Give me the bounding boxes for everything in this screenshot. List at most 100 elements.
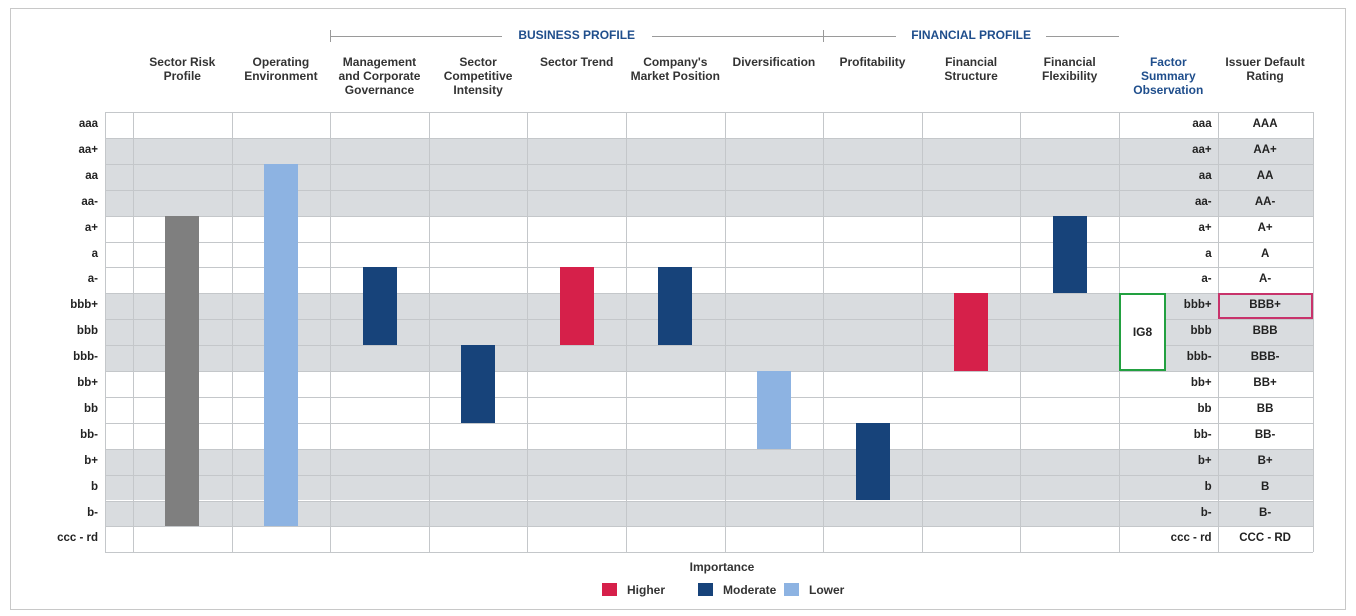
row-band bbox=[105, 345, 1313, 371]
row-label: b- bbox=[87, 506, 98, 519]
range-bar bbox=[1052, 215, 1087, 294]
row-label: bbb bbox=[1190, 325, 1212, 338]
legend-title: Importance bbox=[689, 560, 755, 574]
row-band bbox=[105, 500, 1313, 527]
range-bar bbox=[165, 215, 200, 527]
row-label: bbb- bbox=[73, 351, 98, 364]
column-line bbox=[231, 112, 233, 553]
column-line bbox=[527, 112, 529, 553]
column-header: Operating Environment bbox=[244, 55, 318, 83]
row-band bbox=[105, 448, 1313, 475]
row-band bbox=[105, 137, 1313, 164]
grid-bottom bbox=[105, 552, 1313, 554]
column-header: Factor Summary Observation bbox=[1133, 55, 1204, 97]
issuer-rating: B- bbox=[1259, 506, 1272, 519]
row-label: aa- bbox=[81, 195, 98, 208]
column-line bbox=[105, 112, 106, 553]
row-label: aa bbox=[1198, 169, 1212, 182]
group-title: BUSINESS PROFILE bbox=[501, 28, 652, 42]
column-line bbox=[330, 112, 332, 553]
row-label: aa+ bbox=[1192, 143, 1212, 156]
row-label: bbb+ bbox=[1183, 299, 1212, 312]
column-line bbox=[724, 112, 726, 553]
highlight-box bbox=[1217, 293, 1313, 320]
row-label: bbb bbox=[76, 325, 98, 338]
row-band bbox=[105, 293, 1313, 320]
row-label: bb bbox=[83, 402, 98, 415]
row-label: bb- bbox=[80, 428, 98, 441]
row-label: a bbox=[1205, 247, 1212, 260]
column-header: Company's Market Position bbox=[630, 55, 720, 83]
column-header: Issuer Default Rating bbox=[1225, 55, 1305, 83]
issuer-rating: BB+ bbox=[1253, 377, 1277, 389]
row-label: ccc - rd bbox=[57, 532, 98, 545]
row-band bbox=[105, 241, 1313, 268]
row-band bbox=[105, 319, 1313, 346]
column-line bbox=[1312, 112, 1314, 553]
row-band bbox=[105, 371, 1313, 397]
row-band bbox=[105, 396, 1313, 423]
row-band bbox=[105, 526, 1313, 553]
row-label: bb+ bbox=[77, 377, 98, 389]
issuer-rating: A bbox=[1260, 247, 1270, 260]
row-label: b bbox=[1204, 480, 1212, 493]
row-label: a+ bbox=[1198, 221, 1212, 234]
row-label: aa bbox=[85, 169, 98, 182]
row-label: bb- bbox=[1193, 428, 1212, 441]
range-bar bbox=[263, 163, 298, 527]
range-bar bbox=[559, 267, 594, 346]
row-label: a- bbox=[1201, 273, 1212, 286]
row-label: b+ bbox=[84, 454, 98, 467]
column-line bbox=[1217, 112, 1219, 553]
row-label: bb bbox=[1197, 402, 1212, 415]
column-line bbox=[823, 112, 825, 553]
range-bar bbox=[461, 345, 496, 423]
issuer-rating: AA bbox=[1256, 169, 1274, 182]
column-header: Management and Corporate Governance bbox=[338, 55, 421, 97]
row-band bbox=[105, 422, 1313, 449]
legend-swatch bbox=[602, 583, 617, 596]
issuer-rating: BBB bbox=[1252, 325, 1278, 338]
issuer-rating: BBB+ bbox=[1249, 299, 1281, 312]
row-label: a+ bbox=[84, 221, 98, 234]
issuer-rating: A- bbox=[1259, 273, 1272, 286]
column-line bbox=[133, 112, 134, 553]
issuer-rating: CCC - RD bbox=[1239, 532, 1291, 545]
column-header: Financial Structure bbox=[944, 55, 998, 83]
row-band bbox=[105, 112, 1313, 138]
row-label: b bbox=[90, 480, 98, 493]
issuer-rating: AA- bbox=[1254, 195, 1276, 208]
row-label: ccc - rd bbox=[1170, 532, 1212, 545]
range-bar bbox=[362, 267, 397, 346]
issuer-rating: BBB- bbox=[1250, 351, 1280, 364]
issuer-rating: AAA bbox=[1252, 118, 1278, 130]
range-bar bbox=[954, 293, 989, 371]
issuer-rating: BB- bbox=[1254, 428, 1276, 441]
legend-swatch bbox=[784, 583, 799, 596]
legend-label: Moderate bbox=[723, 583, 777, 597]
legend-label: Lower bbox=[809, 583, 845, 597]
range-bar bbox=[658, 267, 693, 346]
column-header: Diversification bbox=[732, 55, 816, 69]
row-band bbox=[105, 474, 1313, 501]
row-label: aaa bbox=[78, 118, 98, 130]
row-label: aaa bbox=[1192, 118, 1212, 130]
issuer-rating: B+ bbox=[1257, 454, 1273, 467]
row-label: aa+ bbox=[78, 143, 98, 156]
legend-label: Higher bbox=[627, 583, 666, 597]
row-label: a- bbox=[87, 273, 98, 286]
column-line bbox=[1020, 112, 1022, 553]
column-line bbox=[921, 112, 923, 553]
group-tick bbox=[330, 30, 332, 42]
row-label: bbb- bbox=[1186, 351, 1212, 364]
group-tick bbox=[823, 30, 825, 42]
row-label: a bbox=[91, 247, 98, 260]
factor-box: IG8 bbox=[1119, 293, 1166, 371]
row-band bbox=[105, 267, 1313, 294]
column-header: Profitability bbox=[839, 55, 906, 69]
row-band bbox=[105, 189, 1313, 216]
range-bar bbox=[855, 422, 890, 501]
row-label: aa- bbox=[1194, 195, 1212, 208]
row-band bbox=[105, 215, 1313, 242]
